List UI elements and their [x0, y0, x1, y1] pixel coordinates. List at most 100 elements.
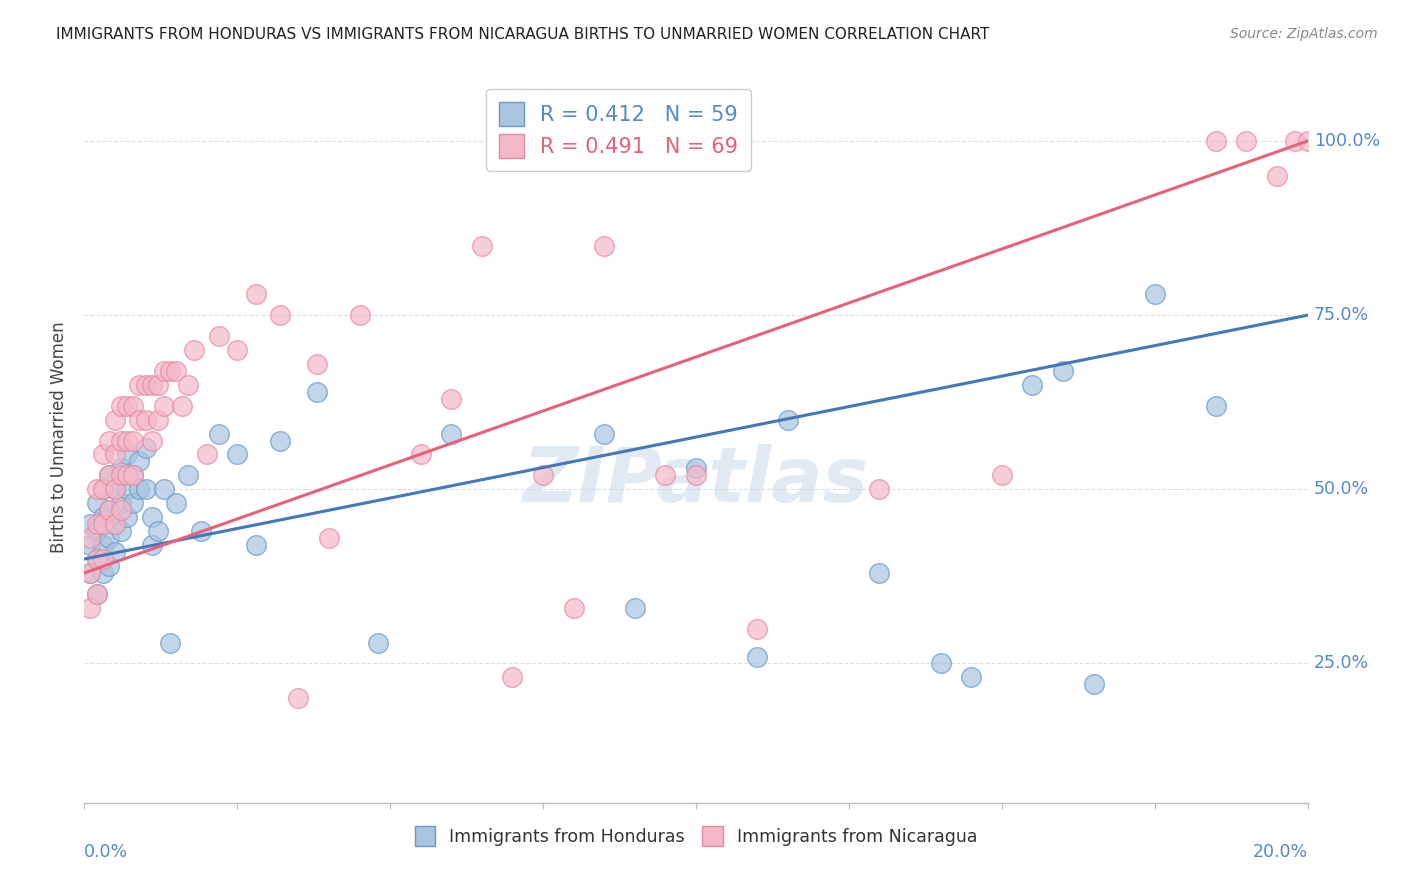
Point	[146, 377, 169, 392]
Point	[115, 448, 138, 462]
Point	[115, 434, 138, 448]
Point	[1083, 677, 1105, 691]
Point	[172, 399, 194, 413]
Point	[1205, 134, 1227, 148]
Point	[1052, 364, 1074, 378]
Point	[97, 503, 120, 517]
Point	[869, 483, 891, 497]
Text: 100.0%: 100.0%	[1313, 132, 1379, 150]
Point	[287, 691, 309, 706]
Point	[128, 412, 150, 426]
Point	[991, 468, 1014, 483]
Point	[141, 538, 163, 552]
Point	[1236, 134, 1258, 148]
Point	[122, 468, 145, 483]
Point	[97, 434, 120, 448]
Point	[318, 531, 340, 545]
Point	[97, 468, 120, 483]
Point	[440, 392, 463, 406]
Point	[146, 412, 169, 426]
Point	[104, 545, 127, 559]
Point	[440, 426, 463, 441]
Point	[135, 441, 157, 455]
Point	[91, 538, 114, 552]
Y-axis label: Births to Unmarried Women: Births to Unmarried Women	[51, 321, 69, 553]
Text: IMMIGRANTS FROM HONDURAS VS IMMIGRANTS FROM NICARAGUA BIRTHS TO UNMARRIED WOMEN : IMMIGRANTS FROM HONDURAS VS IMMIGRANTS F…	[56, 27, 990, 42]
Point	[177, 468, 200, 483]
Point	[128, 483, 150, 497]
Point	[86, 517, 108, 532]
Point	[104, 483, 127, 497]
Text: 75.0%: 75.0%	[1313, 306, 1369, 324]
Point	[141, 510, 163, 524]
Point	[110, 496, 132, 510]
Point	[562, 600, 585, 615]
Point	[153, 399, 176, 413]
Point	[226, 448, 249, 462]
Point	[97, 468, 120, 483]
Point	[1284, 134, 1306, 148]
Point	[104, 517, 127, 532]
Point	[97, 503, 120, 517]
Point	[593, 238, 616, 252]
Point	[177, 377, 200, 392]
Point	[1143, 287, 1166, 301]
Point	[115, 510, 138, 524]
Point	[747, 622, 769, 636]
Point	[135, 412, 157, 426]
Point	[305, 384, 328, 399]
Point	[183, 343, 205, 357]
Point	[269, 434, 291, 448]
Point	[226, 343, 249, 357]
Point	[245, 287, 267, 301]
Point	[135, 483, 157, 497]
Point	[135, 377, 157, 392]
Point	[245, 538, 267, 552]
Point	[79, 600, 101, 615]
Point	[104, 412, 127, 426]
Point	[122, 496, 145, 510]
Legend: Immigrants from Honduras, Immigrants from Nicaragua: Immigrants from Honduras, Immigrants fro…	[404, 815, 988, 856]
Point	[110, 468, 132, 483]
Text: 25.0%: 25.0%	[1313, 655, 1369, 673]
Point	[122, 399, 145, 413]
Text: 50.0%: 50.0%	[1313, 480, 1369, 499]
Point	[141, 377, 163, 392]
Point	[86, 587, 108, 601]
Point	[79, 566, 101, 580]
Point	[1021, 377, 1043, 392]
Point	[110, 399, 132, 413]
Point	[91, 483, 114, 497]
Point	[86, 552, 108, 566]
Text: 20.0%: 20.0%	[1253, 843, 1308, 861]
Point	[593, 426, 616, 441]
Point	[86, 483, 108, 497]
Point	[86, 587, 108, 601]
Point	[128, 454, 150, 468]
Point	[747, 649, 769, 664]
Point	[195, 448, 218, 462]
Text: Source: ZipAtlas.com: Source: ZipAtlas.com	[1230, 27, 1378, 41]
Point	[269, 308, 291, 322]
Point	[165, 364, 187, 378]
Point	[159, 364, 181, 378]
Point	[91, 510, 114, 524]
Point	[104, 483, 127, 497]
Point	[122, 468, 145, 483]
Point	[104, 448, 127, 462]
Point	[531, 134, 554, 148]
Point	[91, 566, 114, 580]
Point	[115, 468, 138, 483]
Point	[79, 538, 101, 552]
Point	[97, 558, 120, 573]
Point	[115, 483, 138, 497]
Point	[776, 412, 799, 426]
Text: 0.0%: 0.0%	[84, 843, 128, 861]
Point	[97, 531, 120, 545]
Point	[110, 434, 132, 448]
Point	[86, 524, 108, 538]
Point	[91, 552, 114, 566]
Point	[141, 434, 163, 448]
Point	[471, 238, 494, 252]
Point	[1265, 169, 1288, 183]
